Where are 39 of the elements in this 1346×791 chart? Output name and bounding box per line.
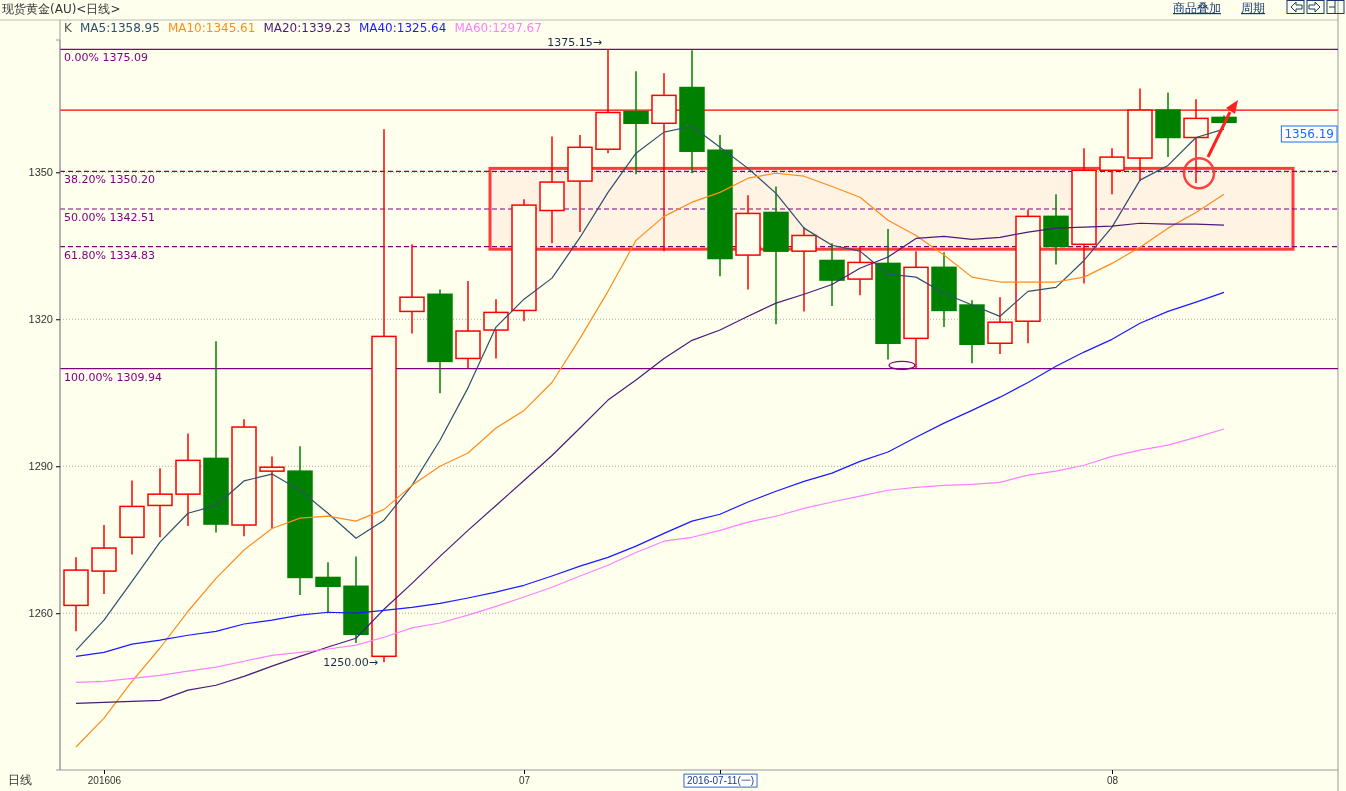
x-tick-label: 08 — [1106, 775, 1119, 787]
candlestick — [623, 70, 649, 175]
x-tick-label: 07 — [518, 775, 531, 787]
text: K — [64, 21, 73, 35]
candlestick — [259, 455, 285, 530]
candlestick — [91, 524, 117, 595]
candlestick — [315, 561, 341, 613]
ref-line-label: 50.00% 1342.51 — [64, 210, 155, 224]
candlestick — [483, 298, 509, 360]
text: MA60:1297.67 — [454, 21, 542, 35]
text: 1356.19 — [1284, 127, 1334, 141]
text: MA40:1325.64 — [358, 21, 447, 35]
candlestick — [847, 245, 873, 297]
ref-line-label: 100.00% 1309.94 — [64, 370, 162, 384]
ref-line-label: 38.20% 1350.20 — [64, 173, 155, 187]
text: MA5:1358.95 — [80, 21, 160, 35]
candlestick — [1099, 147, 1125, 196]
candlestick — [819, 242, 845, 307]
text: MA20:1339.23 — [263, 21, 351, 35]
candlestick — [791, 226, 817, 313]
y-tick-label: 1260 — [28, 607, 53, 620]
x-tick-label: 201606 — [87, 775, 122, 787]
ref-line-label: 61.80% 1334.83 — [64, 248, 155, 262]
annotation: 1375.15→ — [547, 36, 602, 50]
candlestick — [987, 296, 1013, 355]
chart-title: 现货黄金(AU)<日线> — [2, 2, 121, 16]
text: 日线 — [8, 773, 32, 787]
candlestick — [147, 467, 173, 539]
x-tick-label: 2016-07-11(一) — [686, 775, 755, 787]
y-tick-label: 1320 — [28, 313, 53, 326]
text: 商品叠加 — [1173, 1, 1221, 15]
annotation: 1250.00→ — [323, 656, 378, 670]
y-tick-label: 1350 — [28, 166, 53, 179]
ref-line-label: 0.00% 1375.09 — [64, 51, 148, 65]
text: MA10:1345.61 — [167, 21, 256, 35]
line-series — [75, 428, 1225, 683]
candlestick — [399, 243, 425, 335]
y-tick-label: 1290 — [28, 460, 53, 473]
text: 周期 — [1241, 1, 1265, 15]
